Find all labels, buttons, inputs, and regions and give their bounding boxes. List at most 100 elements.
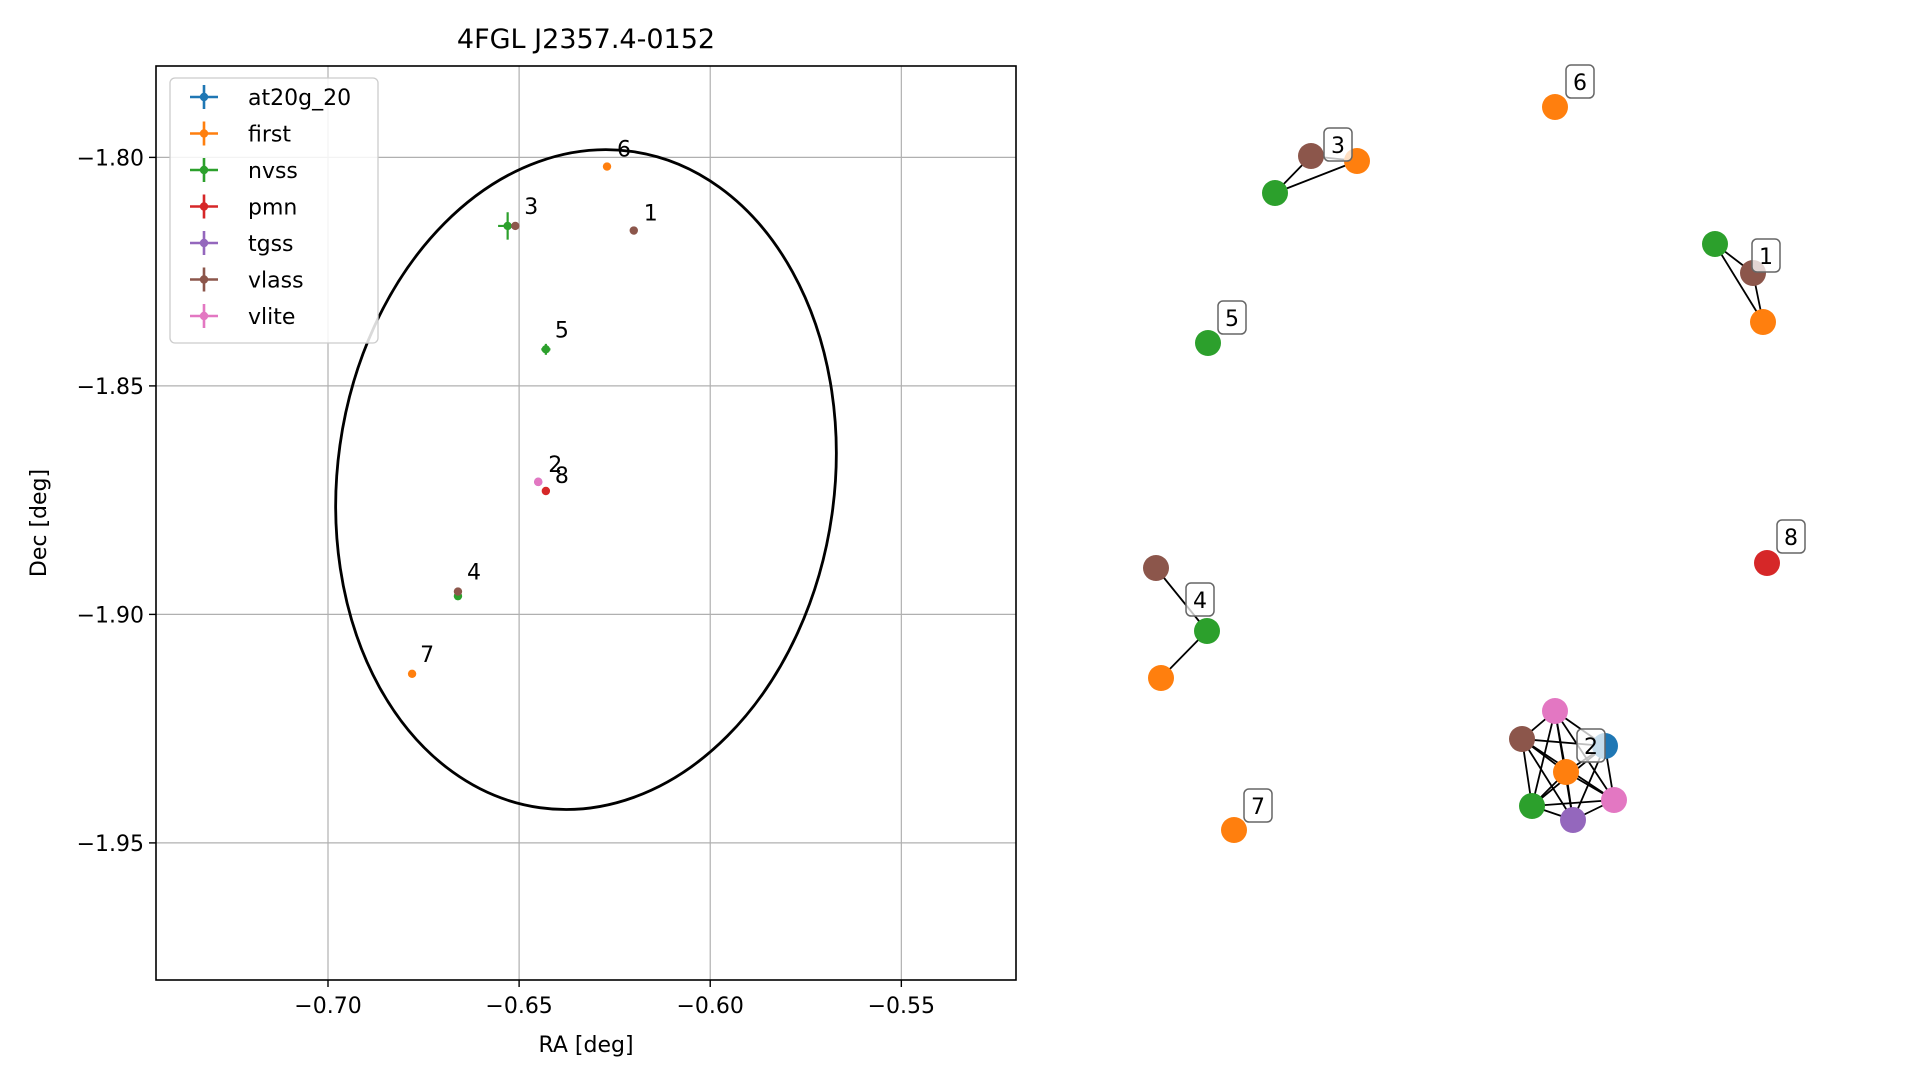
graph-edge — [1531, 799, 1615, 807]
group-label-box — [1751, 238, 1781, 273]
graph-node-vlass — [1298, 143, 1324, 169]
y-tick-label: −1.95 — [77, 832, 144, 857]
graph-edge — [1714, 243, 1764, 323]
legend-label: vlass — [248, 269, 304, 294]
legend-label: first — [248, 123, 291, 148]
graph-node-nvss — [1194, 618, 1220, 644]
legend-marker — [199, 165, 209, 175]
marker — [407, 669, 417, 679]
group-label-box — [1576, 728, 1606, 763]
point-annotation: 7 — [420, 643, 434, 668]
y-ticks: −1.80 −1.85 −1.90 −1.95 — [77, 146, 156, 857]
graph-node-nvss — [1195, 330, 1221, 356]
legend-label: tgss — [248, 232, 294, 257]
marker — [534, 477, 543, 487]
marker — [541, 486, 551, 496]
group-label: 1 — [1751, 238, 1781, 273]
point-vlass — [453, 587, 463, 596]
y-tick-label: −1.90 — [77, 603, 144, 628]
legend-entry-pmn: pmn — [190, 194, 297, 221]
legend-marker — [199, 238, 209, 248]
legend-marker — [199, 202, 209, 211]
group-label: 6 — [1565, 64, 1595, 99]
group-label-box — [1243, 788, 1273, 823]
group-label: 4 — [1185, 582, 1215, 617]
data-points — [407, 162, 638, 679]
point-annotation: 4 — [467, 561, 481, 586]
group-label-box — [1185, 582, 1215, 617]
point-annotations: 1 2 3 4 5 6 7 8 — [420, 138, 658, 668]
graph-edges — [1155, 155, 1764, 821]
legend-entry-vlass: vlass — [190, 267, 304, 294]
group-label: 3 — [1323, 127, 1353, 162]
localization-ellipse-layer — [334, 148, 838, 811]
legend-label: at20g_20 — [248, 86, 351, 111]
legend-marker — [199, 275, 209, 284]
group-label: 2 — [1576, 728, 1606, 763]
group-label-box — [1776, 519, 1806, 554]
plot-frame — [155, 65, 1017, 981]
group-label-text: 2 — [1584, 735, 1598, 760]
graph-node-nvss — [1262, 180, 1288, 206]
x-tick-label: −0.55 — [868, 994, 935, 1019]
x-tick-label: −0.60 — [677, 994, 744, 1019]
marker — [629, 226, 638, 235]
graph-node-pmn — [1754, 550, 1780, 576]
graph-node-tgss — [1560, 807, 1586, 833]
marker — [602, 162, 612, 171]
point-vlass — [511, 221, 520, 231]
point-first — [407, 669, 417, 679]
graph-node-vlass — [1143, 555, 1169, 581]
point-annotation: 2 — [548, 453, 562, 478]
legend-marker — [199, 92, 209, 102]
x-tick-label: −0.70 — [294, 994, 361, 1019]
graph-node-first — [1750, 309, 1776, 335]
group-label-box — [1323, 127, 1353, 162]
association-graph: 1 2 3 4 5 6 7 8 — [1143, 64, 1806, 843]
graph-edge — [1274, 160, 1358, 194]
y-axis-label: Dec [deg] — [27, 469, 52, 577]
group-label-box — [1565, 64, 1595, 99]
group-label-text: 6 — [1573, 71, 1587, 96]
group-label-text: 8 — [1784, 526, 1798, 551]
legend-entry-tgss: tgss — [190, 231, 294, 257]
legend-entry-first: first — [190, 121, 291, 148]
legend-entry-vlite: vlite — [190, 304, 295, 330]
graph-group-labels: 1 2 3 4 5 6 7 8 — [1185, 64, 1806, 823]
point-vlite — [534, 477, 543, 487]
graph-node-first — [1148, 665, 1174, 691]
graph-edge — [1531, 710, 1556, 807]
legend-label: vlite — [248, 305, 295, 330]
point-vlass — [629, 226, 638, 235]
graph-nodes — [1143, 94, 1780, 843]
marker — [541, 345, 551, 354]
y-tick-label: −1.80 — [77, 146, 144, 171]
point-pmn — [541, 486, 551, 496]
x-axis-label: RA [deg] — [538, 1033, 633, 1058]
graph-node-vlite — [1601, 787, 1627, 813]
x-ticks: −0.70 −0.65 −0.60 −0.55 — [294, 980, 935, 1019]
group-label: 8 — [1776, 519, 1806, 554]
group-label-text: 3 — [1331, 134, 1345, 159]
point-annotation: 1 — [644, 202, 658, 227]
graph-node-nvss — [1519, 793, 1545, 819]
marker — [453, 587, 463, 596]
point-first — [602, 162, 612, 171]
x-tick-label: −0.65 — [485, 994, 552, 1019]
marker — [511, 221, 520, 231]
legend-entry-at20g_20: at20g_20 — [190, 85, 351, 111]
point-annotation: 6 — [617, 138, 631, 163]
legend-marker — [199, 129, 209, 138]
graph-edge — [1155, 567, 1208, 632]
graph-node-vlite — [1542, 698, 1568, 724]
legend-marker — [199, 311, 209, 321]
group-label-text: 7 — [1251, 795, 1265, 820]
point-nvss — [541, 343, 551, 355]
graph-node-vlass — [1509, 726, 1535, 752]
graph-node-first — [1221, 817, 1247, 843]
group-label: 7 — [1243, 788, 1273, 823]
y-tick-label: −1.85 — [77, 375, 144, 400]
